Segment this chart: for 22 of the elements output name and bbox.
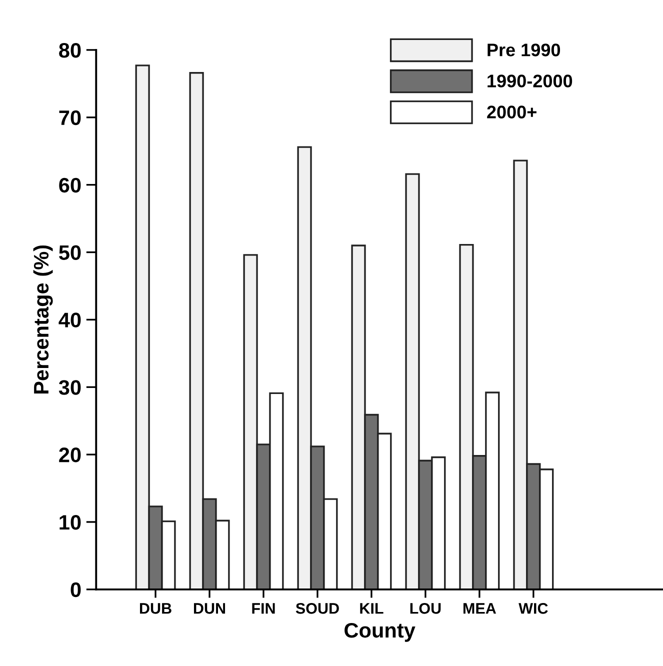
- y-tick-label: 30: [58, 380, 81, 395]
- x-tick-label: DUN: [194, 603, 226, 614]
- y-tick-label: 20: [59, 448, 81, 462]
- x-tick-label: KIL: [360, 603, 384, 614]
- y-tick-label: 50: [59, 245, 81, 260]
- x-axis-title: County: [344, 622, 416, 642]
- legend-label: 1990-2000: [488, 74, 572, 88]
- y-tick-label: 10: [60, 514, 81, 530]
- x-tick-label: SOUD: [296, 603, 339, 614]
- x-tick-label: LOU: [410, 603, 441, 614]
- x-tick-label: MEA: [463, 603, 496, 614]
- x-tick-label: WIC: [518, 603, 548, 614]
- y-tick-label: 60: [59, 178, 81, 193]
- y-tick-label: 70: [59, 110, 81, 126]
- x-tick-label: DUB: [140, 603, 172, 614]
- y-tick-label: 40: [58, 312, 81, 328]
- y-axis-title: Percentage (%): [33, 245, 53, 394]
- legend-label: 2000+: [487, 106, 536, 118]
- legend-label: Pre 1990: [488, 44, 560, 56]
- y-tick-label: 80: [59, 42, 81, 58]
- x-tick-label: FIN: [252, 603, 275, 614]
- y-tick-label: 0: [70, 582, 81, 598]
